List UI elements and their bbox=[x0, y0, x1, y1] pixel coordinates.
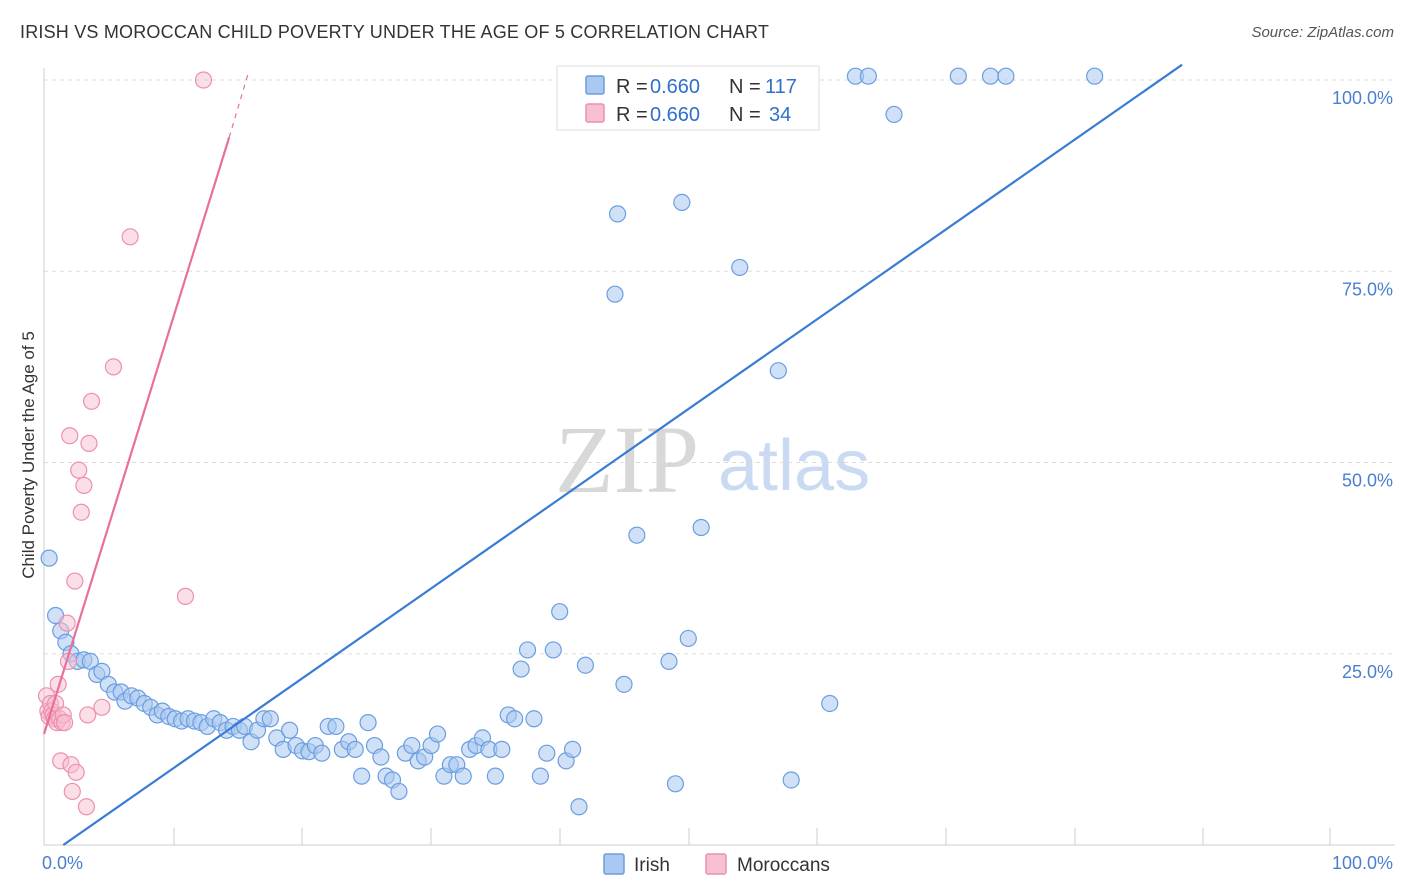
legend-moroccan-swatch bbox=[585, 103, 605, 123]
legend-moroccan-n-value: 34 bbox=[769, 104, 791, 126]
moroccan-point bbox=[80, 434, 98, 452]
moroccan-point bbox=[176, 587, 195, 605]
irish-point bbox=[518, 641, 537, 659]
irish-point bbox=[454, 767, 472, 785]
moroccan-point bbox=[79, 706, 97, 724]
irish-point bbox=[403, 736, 421, 755]
irish-point bbox=[506, 710, 524, 728]
gridlines bbox=[44, 79, 1395, 655]
irish-point bbox=[692, 518, 710, 537]
irish-point bbox=[538, 744, 556, 762]
bottom-legend-moroccan-label: Moroccans bbox=[737, 855, 830, 876]
moroccan-point bbox=[104, 358, 123, 376]
moroccan-point bbox=[93, 698, 111, 716]
irish-point bbox=[493, 740, 511, 758]
legend-irish-r-value: 0.660 bbox=[650, 76, 700, 98]
y-tick-label-75: 75.0% bbox=[1342, 279, 1393, 299]
irish-point bbox=[281, 721, 299, 739]
moroccan-trend-line bbox=[42, 137, 231, 735]
moroccan-point bbox=[75, 476, 93, 495]
irish-point bbox=[428, 725, 447, 743]
moroccan-point bbox=[82, 392, 101, 410]
moroccan-point bbox=[61, 427, 79, 445]
irish-point bbox=[512, 660, 530, 678]
moroccan-point bbox=[58, 614, 76, 632]
irish-point bbox=[949, 67, 967, 85]
bottom-legend: Irish Moroccans bbox=[603, 853, 830, 876]
irish-point bbox=[615, 675, 633, 693]
irish-point bbox=[576, 656, 595, 674]
trend-lines bbox=[42, 63, 1183, 846]
watermark-atlas: atlas bbox=[718, 426, 870, 506]
legend-irish-n-label: N = bbox=[729, 76, 761, 98]
irish-point bbox=[666, 775, 685, 793]
irish-point bbox=[606, 285, 624, 303]
moroccan-point bbox=[67, 763, 85, 781]
irish-point bbox=[563, 740, 582, 758]
legend-irish-r-label: R = bbox=[616, 76, 648, 98]
irish-point bbox=[782, 771, 800, 789]
irish-point bbox=[997, 67, 1015, 85]
legend-irish-n-value: 117 bbox=[765, 76, 797, 98]
x-tick-label-100: 100.0% bbox=[1332, 853, 1393, 873]
irish-point bbox=[859, 67, 877, 85]
moroccan-point bbox=[49, 675, 67, 693]
irish-point bbox=[372, 748, 390, 766]
irish-point bbox=[346, 740, 364, 758]
bottom-legend-irish-swatch bbox=[603, 853, 625, 875]
irish-point bbox=[673, 193, 691, 211]
moroccan-point bbox=[55, 713, 74, 732]
irish-point bbox=[327, 717, 345, 736]
irish-point bbox=[313, 744, 331, 762]
source-credit: Source: ZipAtlas.com bbox=[1251, 24, 1394, 41]
moroccan-point bbox=[70, 461, 88, 479]
irish-point bbox=[390, 782, 408, 801]
x-tick-label-0: 0.0% bbox=[42, 853, 83, 873]
irish-point bbox=[981, 67, 1000, 85]
irish-point bbox=[731, 258, 749, 277]
y-tick-label-100: 100.0% bbox=[1332, 88, 1393, 108]
moroccan-point bbox=[66, 572, 84, 590]
irish-point bbox=[769, 362, 787, 380]
legend-moroccan-r-label: R = bbox=[616, 104, 648, 126]
chart-title: IRISH VS MOROCCAN CHILD POVERTY UNDER TH… bbox=[20, 22, 770, 42]
irish-point bbox=[544, 641, 562, 659]
irish-point bbox=[1086, 67, 1104, 85]
irish-point bbox=[486, 767, 504, 785]
irish-point bbox=[660, 652, 678, 671]
irish-point bbox=[261, 710, 279, 728]
legend-moroccan-r-value: 0.660 bbox=[650, 104, 700, 126]
irish-point bbox=[608, 205, 627, 223]
irish-point bbox=[885, 105, 903, 124]
moroccan-point bbox=[77, 798, 96, 816]
irish-point bbox=[353, 767, 371, 785]
irish-point bbox=[679, 629, 697, 648]
legend-irish-swatch bbox=[585, 75, 605, 95]
irish-point bbox=[40, 549, 58, 567]
moroccan-point bbox=[72, 503, 90, 521]
irish-point bbox=[359, 713, 377, 732]
moroccan-point bbox=[63, 782, 81, 801]
bottom-legend-moroccan-swatch bbox=[705, 853, 727, 875]
moroccan-trend-extension bbox=[228, 72, 250, 138]
irish-point bbox=[525, 710, 543, 728]
top-legend: R = 0.660 N = 117 R = 0.660 N = 34 bbox=[556, 65, 820, 131]
irish-point bbox=[821, 694, 839, 713]
y-axis-label: Child Poverty Under the Age of 5 bbox=[19, 331, 38, 579]
irish-point bbox=[531, 767, 549, 785]
irish-point bbox=[628, 526, 646, 544]
moroccan-point bbox=[121, 228, 139, 246]
irish-point bbox=[551, 603, 569, 621]
moroccan-point bbox=[194, 71, 213, 89]
irish-trend-line bbox=[62, 63, 1183, 846]
legend-moroccan-n-label: N = bbox=[729, 104, 761, 126]
watermark-zip: ZIP bbox=[555, 406, 699, 513]
irish-point bbox=[570, 798, 588, 816]
y-tick-label-25: 25.0% bbox=[1342, 662, 1393, 682]
y-tick-label-50: 50.0% bbox=[1342, 471, 1393, 491]
bottom-legend-irish-label: Irish bbox=[634, 855, 670, 876]
tick-labels: 100.0% 75.0% 50.0% 25.0% 0.0% 100.0% bbox=[42, 88, 1393, 873]
